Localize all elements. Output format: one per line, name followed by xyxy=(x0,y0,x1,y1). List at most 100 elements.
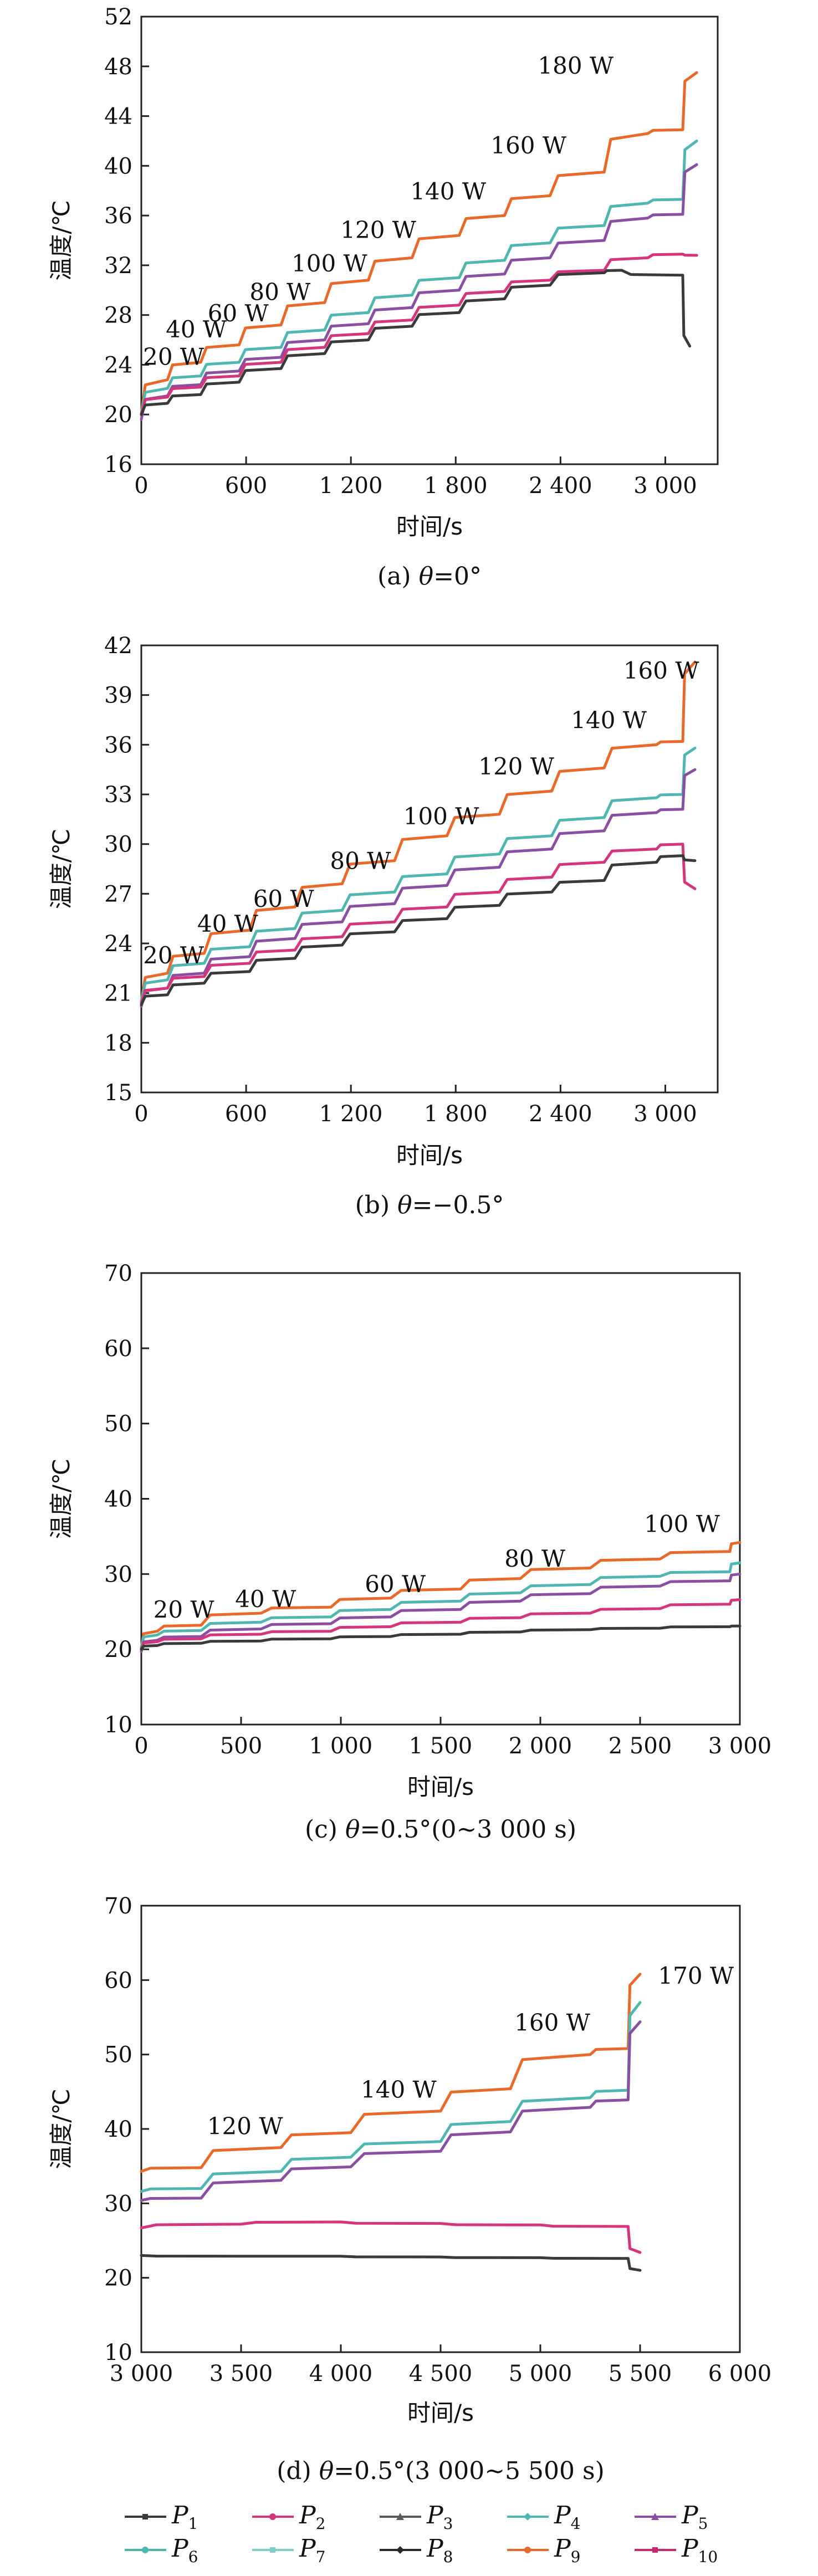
series-line xyxy=(140,854,697,1007)
series-line xyxy=(140,71,698,416)
power-label: 40 W xyxy=(166,316,227,343)
power-label: 120 W xyxy=(478,753,555,780)
legend-label-base: P xyxy=(299,2534,316,2563)
legend-label-sub: 1 xyxy=(188,2515,198,2533)
legend-label: P2 xyxy=(299,2501,325,2533)
panel-caption: (d) θ=0.5°(3 000~5 500 s) xyxy=(277,2457,605,2485)
caption-theta: θ xyxy=(419,562,434,591)
legend-label: P7 xyxy=(299,2534,325,2566)
chart-panel-2: 10 20 30 40 50 60 70 0 500 1 000 1 500 2 000 2 500 3 … xyxy=(48,1261,771,1844)
legend-label-sub: 7 xyxy=(316,2548,326,2566)
power-label: 60 W xyxy=(365,1571,426,1598)
legend-label-base: P xyxy=(171,2534,189,2563)
legend-label-base: P xyxy=(554,2534,571,2563)
x-tick-label: 0 xyxy=(134,1733,148,1759)
power-label: 80 W xyxy=(504,1545,566,1572)
y-tick-label: 36 xyxy=(104,732,132,758)
y-tick-label: 70 xyxy=(104,1893,132,1919)
y-tick-label: 28 xyxy=(104,303,132,329)
power-label: 160 W xyxy=(514,2009,591,2036)
legend-label-sub: 6 xyxy=(188,2548,198,2566)
legend-label: P8 xyxy=(426,2534,453,2566)
series-line xyxy=(140,2001,642,2193)
series-line xyxy=(140,1572,742,1653)
series-line xyxy=(140,746,697,1003)
legend-item: P5 xyxy=(635,2501,708,2533)
power-label: 170 W xyxy=(658,1962,734,1989)
series-line xyxy=(140,768,697,1008)
legend-label-sub: 2 xyxy=(316,2515,326,2533)
y-tick-label: 44 xyxy=(104,104,132,130)
chart-panel-0: 16 20 24 28 32 36 40 44 48 52 0 600 1 200 1 800 2 400 3… xyxy=(48,4,719,591)
y-tick-label: 20 xyxy=(104,402,132,428)
y-tick-label: 30 xyxy=(104,1562,132,1587)
y-tick-label: 16 xyxy=(104,452,132,478)
plot-frame xyxy=(140,644,719,1094)
legend-label-sub: 9 xyxy=(571,2548,581,2566)
power-label: 100 W xyxy=(292,250,368,277)
y-tick-label: 20 xyxy=(104,1637,132,1662)
legend-label-sub: 10 xyxy=(698,2548,718,2566)
y-tick-label: 50 xyxy=(104,2043,132,2068)
y-axis-title: 温度/℃ xyxy=(48,200,75,280)
legend-label: P3 xyxy=(426,2501,453,2533)
series-line xyxy=(140,2254,642,2272)
legend-label-base: P xyxy=(426,2501,444,2529)
legend-item: P6 xyxy=(125,2534,198,2566)
y-tick-label: 48 xyxy=(104,54,132,80)
power-label: 60 W xyxy=(253,885,315,912)
y-tick-label: 15 xyxy=(104,1080,132,1106)
power-label: 40 W xyxy=(235,1585,296,1613)
panel-caption: (b) θ=−0.5° xyxy=(355,1191,504,1219)
legend-label: P4 xyxy=(554,2501,580,2533)
legend-marker xyxy=(269,2513,276,2520)
y-tick-label: 24 xyxy=(104,352,132,378)
x-tick-label: 600 xyxy=(225,473,267,499)
y-tick-label: 60 xyxy=(104,1968,132,1993)
legend-marker xyxy=(524,2547,531,2553)
series-line xyxy=(140,269,692,416)
x-tick-label: 5 500 xyxy=(609,2361,672,2387)
x-tick-label: 5 000 xyxy=(509,2361,572,2387)
x-tick-label: 0 xyxy=(134,1101,148,1127)
legend-label-sub: 8 xyxy=(443,2548,453,2566)
y-tick-label: 20 xyxy=(104,2266,132,2291)
y-tick-label: 30 xyxy=(104,2191,132,2216)
x-tick-label: 0 xyxy=(134,473,148,499)
x-tick-label: 3 000 xyxy=(633,1101,697,1127)
chart-panel-1: 15 18 21 24 27 30 33 36 39 42 0 600 1 200 1 800 2 400 3… xyxy=(48,633,719,1219)
x-tick-label: 3 000 xyxy=(708,1733,772,1759)
legend-item: P2 xyxy=(252,2501,325,2533)
x-tick-label: 3 000 xyxy=(110,2361,173,2387)
x-tick-label: 2 400 xyxy=(529,1101,592,1127)
x-tick-label: 500 xyxy=(220,1733,262,1759)
x-tick-label: 2 000 xyxy=(509,1733,572,1759)
legend-label-base: P xyxy=(299,2501,316,2529)
power-label: 20 W xyxy=(143,942,204,969)
power-label: 100 W xyxy=(644,1510,720,1537)
x-axis-title: 时间/s xyxy=(396,513,463,540)
caption-prefix: (b) xyxy=(355,1191,397,1219)
legend-label-sub: 3 xyxy=(443,2515,453,2533)
x-tick-label: 2 500 xyxy=(609,1733,672,1759)
legend-label: P6 xyxy=(171,2534,198,2566)
y-tick-label: 32 xyxy=(104,253,132,279)
x-tick-label: 3 000 xyxy=(633,473,697,499)
caption-theta: θ xyxy=(319,2457,334,2485)
legend-marker xyxy=(652,2547,658,2553)
legend-item: P1 xyxy=(125,2501,198,2533)
power-label: 80 W xyxy=(330,848,391,875)
y-tick-label: 42 xyxy=(104,633,132,659)
power-label: 160 W xyxy=(490,132,567,159)
legend-marker xyxy=(524,2513,531,2521)
y-tick-label: 40 xyxy=(104,2117,132,2142)
plot-frame xyxy=(140,1272,741,1726)
y-axis-title: 温度/℃ xyxy=(48,2088,75,2169)
series-line xyxy=(140,1541,742,1649)
caption-rest: =−0.5° xyxy=(412,1191,504,1219)
series-line xyxy=(140,1561,742,1649)
legend-item: P8 xyxy=(380,2534,453,2566)
legend-marker xyxy=(142,2547,149,2553)
